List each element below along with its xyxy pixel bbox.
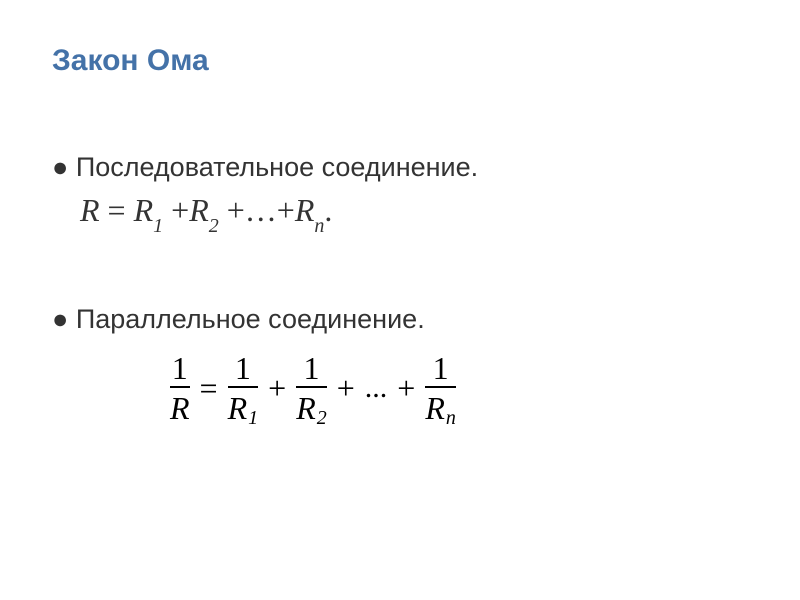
sub-2: 2	[209, 215, 219, 237]
numerator: 1	[433, 352, 449, 386]
plus: +	[335, 370, 357, 407]
page-title: Закон Ома	[52, 44, 209, 78]
numerator: 1	[303, 352, 319, 386]
bullet-marker: ●	[52, 304, 68, 334]
denominator-R: R	[170, 388, 190, 424]
bullet-text: Параллельное соединение.	[76, 304, 425, 334]
plus: +	[277, 192, 295, 228]
equals: =	[198, 370, 220, 407]
plus: +	[266, 370, 288, 407]
equation-series: R = R1 +R2 +…+Rn.	[80, 192, 332, 234]
frac-1-over-R2: 1 R2	[296, 352, 327, 424]
denominator-R1: R1	[228, 388, 259, 424]
plus: +	[171, 192, 189, 228]
frac-1-over-R: 1 R	[170, 352, 190, 424]
var-R: R	[80, 192, 100, 228]
equation-parallel: 1 R = 1 R1 + 1 R2 + ... + 1 Rn	[170, 352, 456, 424]
bullet-series: ● Последовательное соединение.	[52, 152, 478, 183]
denominator-R2: R2	[296, 388, 327, 424]
period: .	[324, 192, 332, 228]
bullet-parallel: ● Параллельное соединение.	[52, 304, 425, 335]
ellipsis: …	[245, 192, 277, 228]
sub-n: n	[314, 215, 324, 237]
plus: +	[227, 192, 245, 228]
ellipsis: ...	[365, 371, 388, 405]
var-Rn: R	[295, 192, 315, 228]
plus: +	[395, 370, 417, 407]
numerator: 1	[172, 352, 188, 386]
equals: =	[108, 192, 134, 228]
var-R1: R	[134, 192, 154, 228]
bullet-text: Последовательное соединение.	[76, 152, 478, 182]
frac-1-over-R1: 1 R1	[228, 352, 259, 424]
frac-1-over-Rn: 1 Rn	[425, 352, 456, 424]
var-R2: R	[189, 192, 209, 228]
denominator-Rn: Rn	[425, 388, 456, 424]
numerator: 1	[235, 352, 251, 386]
sub-1: 1	[153, 215, 163, 237]
bullet-marker: ●	[52, 152, 68, 182]
